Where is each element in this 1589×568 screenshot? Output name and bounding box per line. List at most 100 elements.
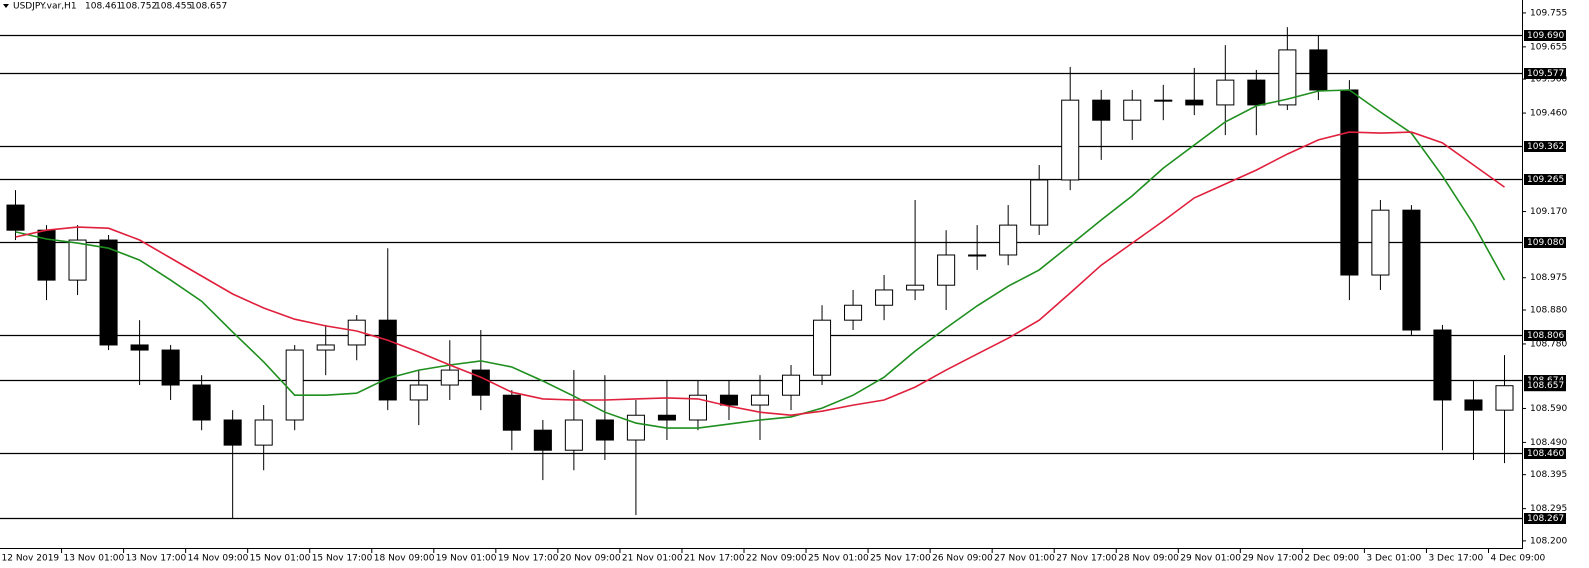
level-label: 108.460 <box>1527 449 1564 459</box>
x-tick-label: 12 Nov 2019 <box>2 554 60 564</box>
current-price-box <box>1524 380 1566 392</box>
y-tick-label: 108.395 <box>1530 470 1567 480</box>
candle-body <box>1433 329 1452 401</box>
candle-body <box>937 254 956 286</box>
candle-body <box>285 349 304 421</box>
x-tick-label: 25 Nov 01:00 <box>808 554 869 564</box>
candle-body <box>347 319 366 346</box>
candle-body <box>813 319 832 376</box>
level-label: 109.577 <box>1527 69 1564 79</box>
x-tick-label: 3 Dec 01:00 <box>1366 554 1421 564</box>
candle-body <box>657 414 676 421</box>
candle-body <box>502 394 521 431</box>
candle-body <box>1495 385 1514 411</box>
x-tick-label: 4 Dec 09:00 <box>1490 554 1545 564</box>
x-tick-label: 25 Nov 17:00 <box>870 554 931 564</box>
candle-body <box>968 254 987 257</box>
level-label: 109.362 <box>1527 142 1564 152</box>
candle-body <box>192 384 211 421</box>
y-tick-label: 109.755 <box>1530 8 1567 18</box>
candle-body <box>781 374 801 396</box>
current-price-label: 108.657 <box>1527 381 1564 391</box>
candle-body <box>1061 99 1080 181</box>
level-label-box <box>1524 237 1566 248</box>
candle-body <box>1123 99 1142 121</box>
candle-body <box>409 384 428 401</box>
x-tick-label: 15 Nov 01:00 <box>250 554 311 564</box>
symbol-title: USDJPY.var,H1 <box>13 2 77 12</box>
header-value: 108.752 <box>120 2 157 12</box>
level-label-box <box>1524 513 1566 524</box>
y-tick-label: 109.655 <box>1530 42 1567 52</box>
x-tick-label: 15 Nov 17:00 <box>312 554 373 564</box>
candle-body <box>1371 209 1390 276</box>
x-tick-label: 26 Nov 09:00 <box>932 554 993 564</box>
candle-body <box>626 414 645 441</box>
candle-body <box>1278 49 1297 106</box>
candle-body <box>750 394 770 406</box>
y-tick-label: 109.460 <box>1530 109 1567 119</box>
x-tick-label: 28 Nov 09:00 <box>1118 554 1179 564</box>
candle-body <box>1247 79 1266 106</box>
x-tick-label: 29 Nov 01:00 <box>1180 554 1241 564</box>
level-label: 109.265 <box>1527 175 1564 185</box>
candle-body <box>1402 209 1421 331</box>
candle-body <box>906 284 925 291</box>
candle-body <box>1464 399 1483 411</box>
y-tick-label: 109.170 <box>1530 207 1567 217</box>
candle-body <box>223 419 242 446</box>
y-tick-label: 108.200 <box>1530 536 1567 546</box>
level-label: 108.806 <box>1527 331 1564 341</box>
candle-body <box>1216 79 1235 106</box>
candle-body <box>130 344 149 351</box>
level-label-box <box>1524 141 1566 152</box>
y-tick-label: 108.880 <box>1530 305 1567 315</box>
level-label: 108.267 <box>1527 514 1564 524</box>
x-tick-label: 27 Nov 01:00 <box>994 554 1055 564</box>
y-tick-label: 109.560 <box>1530 75 1567 85</box>
candle-body <box>844 304 863 321</box>
candle-body <box>99 239 118 346</box>
candle-body <box>1030 179 1049 226</box>
candle-body <box>688 394 707 421</box>
x-tick-label: 13 Nov 01:00 <box>64 554 125 564</box>
x-tick-label: 21 Nov 01:00 <box>622 554 683 564</box>
candle-body <box>719 394 739 406</box>
candle-body <box>533 429 552 451</box>
candle-body <box>161 349 180 386</box>
x-tick-label: 22 Nov 09:00 <box>746 554 807 564</box>
menu-triangle[interactable] <box>3 4 9 8</box>
level-label-box <box>1524 448 1566 459</box>
y-tick-label: 108.590 <box>1530 404 1567 414</box>
level-label-box <box>1524 174 1566 185</box>
x-tick-label: 29 Nov 17:00 <box>1242 554 1303 564</box>
candle-body <box>999 224 1018 256</box>
candle-body <box>595 419 614 441</box>
x-tick-label: 19 Nov 17:00 <box>498 554 559 564</box>
candle-body <box>6 204 25 231</box>
x-tick-label: 2 Dec 09:00 <box>1304 554 1359 564</box>
plot-area <box>0 27 1522 520</box>
header-value: 108.461 <box>85 2 122 12</box>
candle-body <box>316 344 335 351</box>
x-tick-label: 27 Nov 17:00 <box>1056 554 1117 564</box>
level-label: 109.690 <box>1527 31 1564 41</box>
candle-body <box>1092 99 1111 121</box>
candle-body <box>440 369 459 386</box>
candle-body <box>254 419 273 446</box>
level-label-box <box>1524 330 1566 341</box>
moving-average <box>15 131 1505 417</box>
candle-body <box>1154 99 1173 102</box>
candle-body <box>875 289 894 306</box>
candle-body <box>378 319 397 401</box>
candle-body <box>1185 99 1204 106</box>
level-label-box <box>1524 68 1566 79</box>
moving-average <box>15 89 1506 429</box>
x-tick-label: 20 Nov 09:00 <box>560 554 621 564</box>
level-label: 109.080 <box>1527 238 1564 248</box>
header-value: 108.657 <box>190 2 227 12</box>
candle-body <box>471 369 490 396</box>
level-label-box <box>1524 30 1566 41</box>
